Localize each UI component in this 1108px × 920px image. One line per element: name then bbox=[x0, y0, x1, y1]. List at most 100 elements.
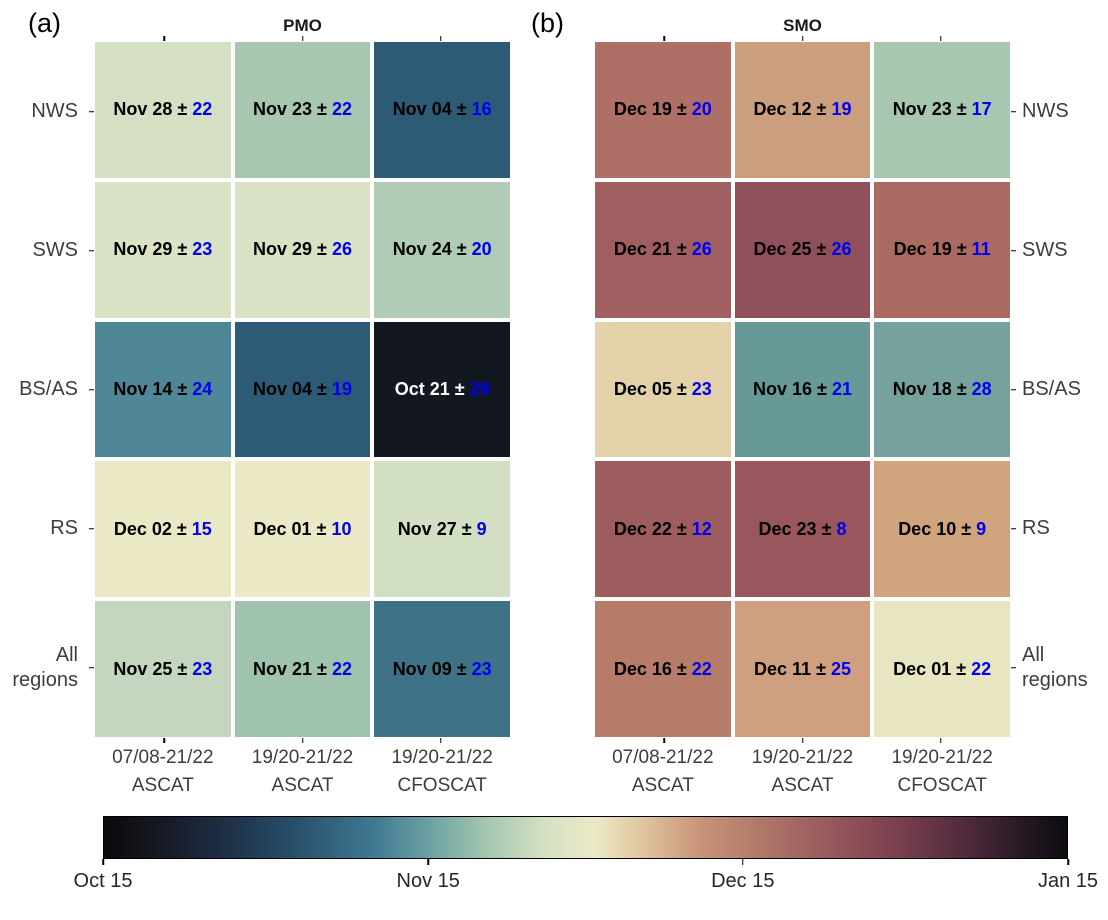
heatmap-cell: Dec 01 ±10 bbox=[234, 461, 371, 598]
cell-date: Dec 22 bbox=[613, 518, 672, 539]
column-label: 07/08-21/22 ASCAT bbox=[595, 744, 731, 800]
cell-uncertainty: 28 bbox=[971, 378, 992, 399]
axis-tick bbox=[440, 738, 442, 743]
heatmap-cell: Dec 16 ±22 bbox=[595, 601, 731, 737]
heatmap-cell: Dec 11 ±25 bbox=[734, 601, 871, 737]
plus-minus-sign: ± bbox=[821, 518, 832, 539]
cell-uncertainty: 29 bbox=[469, 378, 490, 399]
cell-date: Nov 25 bbox=[113, 658, 173, 679]
axis-tick bbox=[663, 36, 665, 41]
cell-uncertainty: 10 bbox=[331, 518, 352, 539]
cell-date: Nov 23 bbox=[892, 99, 952, 120]
row-label-all-regions: All regions bbox=[1022, 644, 1088, 691]
cell-date: Nov 29 bbox=[253, 239, 313, 260]
colorbar-tick bbox=[427, 859, 429, 865]
row-label-nws: NWS bbox=[31, 100, 78, 123]
row-label-bsas: BS/AS bbox=[19, 378, 78, 401]
cell-date: Dec 12 bbox=[753, 99, 812, 120]
axis-tick bbox=[89, 527, 94, 530]
cell-date: Nov 04 bbox=[253, 378, 313, 399]
cell-date: Dec 19 bbox=[613, 99, 672, 120]
heatmap-cell: Dec 22 ±12 bbox=[595, 461, 731, 598]
cell-date: Nov 04 bbox=[392, 99, 452, 120]
column-period: 07/08-21/22 bbox=[612, 747, 714, 768]
axis-tick bbox=[89, 388, 94, 391]
heatmap-cell: Dec 23 ±8 bbox=[734, 461, 871, 598]
cell-date: Nov 27 bbox=[397, 518, 457, 539]
plus-minus-sign: ± bbox=[676, 518, 687, 539]
heatmap-cell: Nov 23 ±22 bbox=[234, 42, 371, 178]
cell-uncertainty: 26 bbox=[831, 239, 852, 260]
colorbar bbox=[102, 816, 1069, 865]
colorbar-tick bbox=[742, 859, 744, 865]
plus-minus-sign: ± bbox=[816, 99, 827, 120]
heatmap-cell: Nov 27 ±9 bbox=[374, 461, 510, 598]
heatmap-grid-smo: Dec 19 ±20 Dec 12 ±19 Nov 23 ±17 Dec 21 ±26 … bbox=[595, 36, 1016, 743]
cell-date: Dec 11 bbox=[754, 658, 812, 679]
plus-minus-sign: ± bbox=[317, 658, 327, 679]
heatmap-cell: Dec 01 ±22 bbox=[874, 601, 1010, 737]
cell-uncertainty: 24 bbox=[192, 378, 213, 399]
column-period: 07/08-21/22 bbox=[112, 747, 214, 768]
plus-minus-sign: ± bbox=[176, 518, 187, 539]
cell-date: Dec 21 bbox=[613, 239, 672, 260]
cell-uncertainty: 17 bbox=[971, 99, 992, 120]
column-labels-smo: 07/08-21/22 ASCAT 19/20-21/22 ASCAT 19/2… bbox=[595, 744, 1010, 800]
column-label: 19/20-21/22 CFOSCAT bbox=[874, 744, 1010, 800]
axis-tick bbox=[301, 738, 304, 743]
cell-date: Dec 02 bbox=[113, 518, 172, 539]
panel-b-letter: (b) bbox=[531, 8, 564, 38]
axis-tick bbox=[801, 36, 804, 41]
column-label: 19/20-21/22 ASCAT bbox=[235, 744, 371, 800]
heatmap-cell: Dec 21 ±26 bbox=[595, 181, 731, 318]
cell-uncertainty: 21 bbox=[831, 378, 852, 399]
plus-minus-sign: ± bbox=[461, 518, 472, 539]
cell-uncertainty: 8 bbox=[836, 518, 847, 539]
heatmap-cell: Dec 19 ±11 bbox=[874, 181, 1010, 318]
plus-minus-sign: ± bbox=[454, 378, 465, 399]
heatmap-cell: Nov 21 ±22 bbox=[234, 601, 371, 737]
cell-uncertainty: 22 bbox=[331, 658, 352, 679]
heatmap-cell: Dec 05 ±23 bbox=[595, 321, 731, 458]
axis-tick bbox=[1011, 249, 1016, 252]
axis-tick bbox=[801, 738, 804, 743]
colorbar-tick-label: Oct 15 bbox=[73, 870, 133, 892]
cell-date: Nov 18 bbox=[892, 378, 952, 399]
cell-uncertainty: 9 bbox=[976, 518, 987, 539]
plus-minus-sign: ± bbox=[676, 378, 687, 399]
axis-tick bbox=[1011, 388, 1016, 391]
heatmap-grid-pmo: Nov 28 ±22 Nov 23 ±22 Nov 04 ±16 Nov 29 ±23 … bbox=[89, 36, 510, 743]
axis-tick bbox=[1011, 527, 1016, 530]
cell-uncertainty: 23 bbox=[471, 658, 492, 679]
column-sensor: ASCAT bbox=[271, 775, 334, 796]
plus-minus-sign: ± bbox=[676, 658, 687, 679]
plus-minus-sign: ± bbox=[817, 378, 827, 399]
row-label-sws: SWS bbox=[32, 239, 78, 262]
row-label-rs: RS bbox=[1022, 517, 1050, 540]
panel-b-title: SMO bbox=[783, 16, 822, 35]
axis-tick bbox=[301, 36, 304, 41]
cell-date: Nov 14 bbox=[113, 378, 173, 399]
plus-minus-sign: ± bbox=[316, 518, 327, 539]
plus-minus-sign: ± bbox=[456, 99, 467, 120]
column-sensor: ASCAT bbox=[631, 775, 694, 796]
plus-minus-sign: ± bbox=[676, 239, 687, 260]
plus-minus-sign: ± bbox=[956, 378, 967, 399]
cell-uncertainty: 26 bbox=[331, 239, 352, 260]
cell-uncertainty: 23 bbox=[192, 658, 213, 679]
colorbar-gradient bbox=[103, 816, 1068, 859]
heatmap-cell: Nov 16 ±21 bbox=[734, 321, 871, 458]
column-sensor: ASCAT bbox=[131, 775, 194, 796]
plus-minus-sign: ± bbox=[956, 99, 967, 120]
column-sensor: CFOSCAT bbox=[397, 775, 487, 796]
column-period: 19/20-21/22 bbox=[391, 747, 493, 768]
cell-uncertainty: 22 bbox=[192, 99, 213, 120]
plus-minus-sign: ± bbox=[816, 239, 827, 260]
colorbar-labels: Oct 15 Nov 15 Dec 15 Jan 15 bbox=[74, 870, 1098, 898]
axis-tick bbox=[163, 36, 165, 41]
plus-minus-sign: ± bbox=[956, 658, 967, 679]
plus-minus-sign: ± bbox=[456, 239, 467, 260]
cell-date: Nov 28 bbox=[113, 99, 173, 120]
heatmap-cell: Nov 23 ±17 bbox=[874, 42, 1010, 178]
cell-uncertainty: 19 bbox=[831, 99, 852, 120]
